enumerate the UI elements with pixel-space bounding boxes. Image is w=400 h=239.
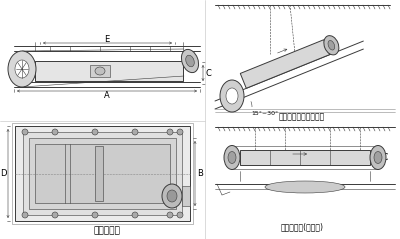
- Ellipse shape: [182, 49, 198, 73]
- Ellipse shape: [328, 40, 335, 50]
- Bar: [35, 144, 170, 203]
- Ellipse shape: [15, 60, 29, 78]
- Bar: [23, 132, 182, 215]
- Ellipse shape: [52, 129, 58, 135]
- Text: C: C: [205, 69, 211, 77]
- Bar: [240, 150, 370, 165]
- Ellipse shape: [374, 152, 382, 163]
- Text: 外形尺寸图: 外形尺寸图: [94, 227, 120, 235]
- Text: 安装示意图(水平式): 安装示意图(水平式): [280, 223, 324, 232]
- Ellipse shape: [52, 212, 58, 218]
- Ellipse shape: [167, 212, 173, 218]
- Ellipse shape: [177, 212, 183, 218]
- Polygon shape: [240, 40, 330, 88]
- Ellipse shape: [92, 212, 98, 218]
- Ellipse shape: [220, 80, 244, 112]
- Ellipse shape: [167, 190, 177, 202]
- Ellipse shape: [8, 51, 36, 87]
- Ellipse shape: [370, 146, 386, 169]
- Ellipse shape: [92, 129, 98, 135]
- Text: A: A: [104, 91, 110, 99]
- Ellipse shape: [265, 181, 345, 193]
- Text: D: D: [0, 169, 6, 178]
- Ellipse shape: [224, 146, 240, 169]
- Ellipse shape: [162, 184, 182, 208]
- Text: B: B: [197, 169, 203, 178]
- Ellipse shape: [132, 129, 138, 135]
- Text: E: E: [104, 34, 110, 43]
- Bar: [95, 146, 103, 201]
- Ellipse shape: [186, 55, 194, 67]
- Ellipse shape: [324, 36, 339, 55]
- Text: 15°~30°: 15°~30°: [252, 110, 278, 115]
- Bar: [182, 186, 190, 206]
- Bar: [35, 61, 183, 81]
- Bar: [29, 138, 176, 209]
- Ellipse shape: [226, 88, 238, 104]
- Bar: [15, 126, 190, 221]
- Ellipse shape: [177, 129, 183, 135]
- Bar: [12, 123, 193, 224]
- Ellipse shape: [167, 129, 173, 135]
- Ellipse shape: [132, 212, 138, 218]
- Bar: [90, 65, 110, 77]
- Ellipse shape: [228, 152, 236, 163]
- Text: C: C: [382, 153, 388, 163]
- Text: 安装示意图（偈斜式）: 安装示意图（偈斜式）: [279, 113, 325, 121]
- Ellipse shape: [95, 67, 105, 75]
- Ellipse shape: [22, 129, 28, 135]
- Ellipse shape: [22, 212, 28, 218]
